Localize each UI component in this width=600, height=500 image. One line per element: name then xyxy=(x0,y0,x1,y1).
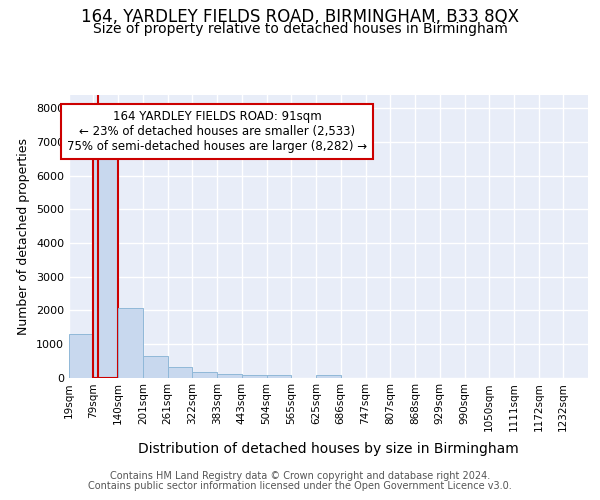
Text: Contains public sector information licensed under the Open Government Licence v3: Contains public sector information licen… xyxy=(88,481,512,491)
Text: Distribution of detached houses by size in Birmingham: Distribution of detached houses by size … xyxy=(139,442,519,456)
Bar xyxy=(193,372,217,378)
Text: 164 YARDLEY FIELDS ROAD: 91sqm
← 23% of detached houses are smaller (2,533)
75% : 164 YARDLEY FIELDS ROAD: 91sqm ← 23% of … xyxy=(67,110,367,153)
Y-axis label: Number of detached properties: Number of detached properties xyxy=(17,138,31,335)
Bar xyxy=(118,308,143,378)
Bar xyxy=(69,334,94,378)
Bar xyxy=(242,375,266,378)
Text: Contains HM Land Registry data © Crown copyright and database right 2024.: Contains HM Land Registry data © Crown c… xyxy=(110,471,490,481)
Text: 164, YARDLEY FIELDS ROAD, BIRMINGHAM, B33 8QX: 164, YARDLEY FIELDS ROAD, BIRMINGHAM, B3… xyxy=(81,8,519,26)
Bar xyxy=(143,356,167,378)
Bar xyxy=(217,374,242,378)
Bar xyxy=(316,375,341,378)
Bar xyxy=(94,156,118,378)
Bar xyxy=(167,367,193,378)
Bar xyxy=(266,375,292,378)
Text: Size of property relative to detached houses in Birmingham: Size of property relative to detached ho… xyxy=(92,22,508,36)
